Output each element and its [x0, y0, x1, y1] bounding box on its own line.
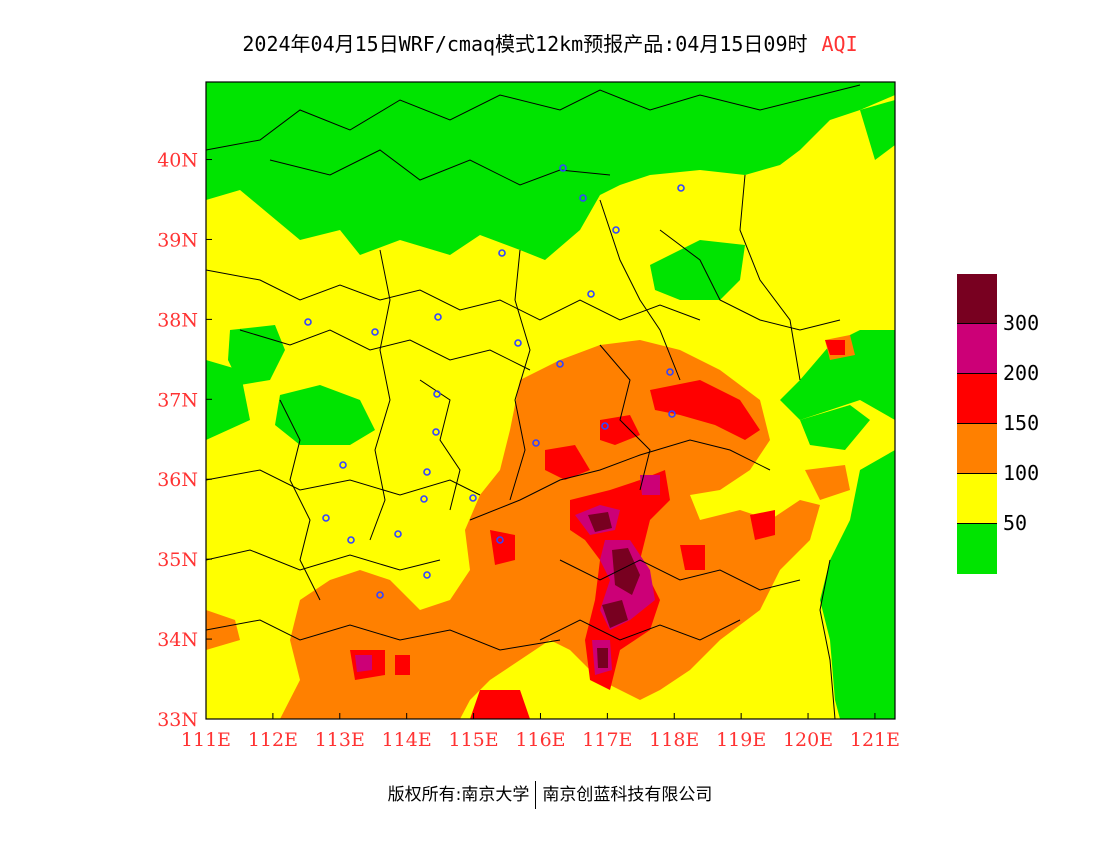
- y-tick-label: 37N: [157, 389, 198, 411]
- y-tick-label: 33N: [157, 709, 198, 731]
- x-tick-label: 116E: [515, 729, 565, 751]
- x-tick-label: 117E: [582, 729, 632, 751]
- y-tick-label: 38N: [157, 309, 198, 331]
- title-text: 2024年04月15日WRF/cmaq模式12km预报产品:04月15日09时: [242, 32, 808, 56]
- aqi-colorbar: [957, 274, 997, 574]
- x-tick-label: 114E: [382, 729, 432, 751]
- colorbar-swatch: [957, 424, 997, 474]
- colorbar-swatch: [957, 324, 997, 374]
- axis-ticks: [205, 159, 876, 720]
- x-tick-label: 111E: [181, 729, 231, 751]
- footer-separator: [535, 781, 537, 809]
- product-label: AQI: [821, 32, 858, 56]
- map-title: 2024年04月15日WRF/cmaq模式12km预报产品:04月15日09时 A…: [0, 28, 1100, 57]
- colorbar-swatch: [957, 374, 997, 424]
- y-tick-label: 40N: [157, 150, 198, 172]
- colorbar-label: 300: [1003, 311, 1040, 335]
- colorbar-swatch: [957, 474, 997, 524]
- y-tick-label: 34N: [157, 629, 198, 651]
- x-tick-label: 118E: [649, 729, 699, 751]
- x-tick-label: 115E: [449, 729, 499, 751]
- y-tick-label: 36N: [157, 469, 198, 491]
- y-axis-labels: 33N 34N 35N 36N 37N 38N 39N 40N: [157, 150, 198, 731]
- colorbar-label: 50: [1003, 511, 1028, 535]
- colorbar-label: 100: [1003, 461, 1040, 485]
- footer: 版权所有:南京大学 南京创蓝科技有限公司: [0, 780, 1100, 809]
- copyright-text: 版权所有:南京大学: [387, 785, 530, 805]
- x-tick-label: 119E: [716, 729, 766, 751]
- plot-frame: [205, 81, 896, 720]
- x-tick-label: 113E: [315, 729, 365, 751]
- city-markers: [304, 164, 685, 599]
- colorbar-label: 150: [1003, 411, 1040, 435]
- x-tick-label: 120E: [783, 729, 833, 751]
- admin-borders: [206, 84, 861, 719]
- aqi-field: [206, 82, 895, 719]
- y-tick-label: 35N: [157, 549, 198, 571]
- x-tick-label: 112E: [248, 729, 298, 751]
- colorbar-label: 200: [1003, 361, 1040, 385]
- colorbar-swatch: [957, 274, 997, 324]
- x-axis-labels: 111E 112E 113E 114E 115E 116E 117E 118E 119E 120E…: [181, 729, 900, 751]
- colorbar-swatch: [957, 524, 997, 574]
- company-text: 南京创蓝科技有限公司: [542, 785, 713, 805]
- y-tick-label: 39N: [157, 229, 198, 251]
- x-tick-label: 121E: [850, 729, 900, 751]
